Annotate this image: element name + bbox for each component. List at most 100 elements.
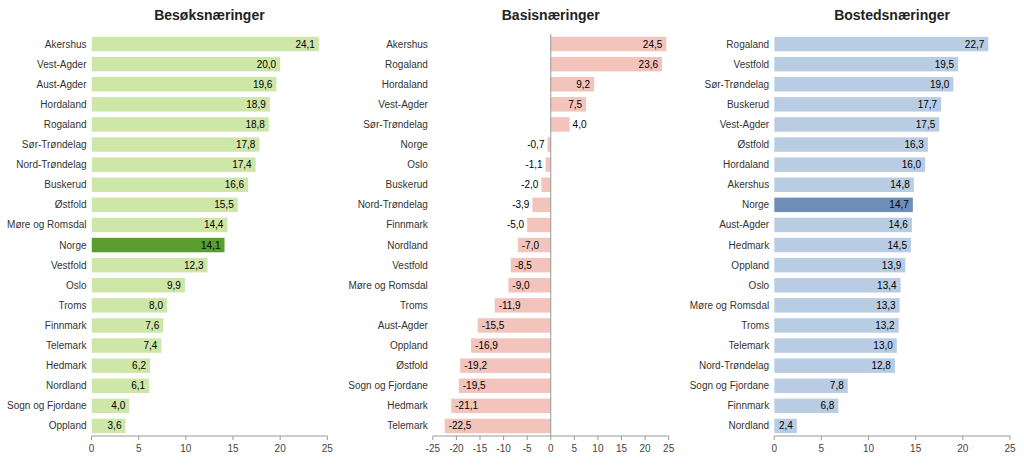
bar (92, 379, 150, 393)
x-tick-label: 5 (572, 443, 578, 454)
x-tick (527, 436, 528, 440)
data-label: 14,1 (201, 240, 221, 251)
data-label: -9,0 (512, 280, 530, 291)
bar (92, 117, 269, 131)
bar (92, 77, 277, 91)
bar (774, 358, 895, 372)
bar (511, 258, 551, 272)
data-label: 16,3 (904, 139, 924, 150)
x-tick (868, 436, 869, 440)
category-label: Møre og Romsdal (348, 280, 427, 291)
category-label: Hordaland (40, 99, 86, 110)
bar (774, 57, 958, 71)
data-label: -19,2 (464, 360, 487, 371)
x-tick-label: -25 (426, 443, 441, 454)
zero-line (550, 34, 551, 436)
data-label: 17,4 (232, 159, 252, 170)
data-label: -5,0 (507, 219, 525, 230)
x-tick (185, 436, 186, 440)
panel: Akershus Vest-Agder Aust-Agder Hordaland Rog… (7, 7, 333, 454)
data-label: 14,6 (888, 219, 908, 230)
x-tick-label: -20 (449, 443, 464, 454)
category-label: Akershus (386, 39, 428, 50)
category-label: Aust-Agder (378, 320, 429, 331)
category-label: Akershus (45, 39, 87, 50)
category-label: Aust-Agder (36, 79, 87, 90)
bar (92, 198, 238, 212)
x-tick (480, 436, 481, 440)
panel: AkershusRogalandHordalandVest-AgderSør-T… (348, 7, 674, 454)
category-label: Aust-Agder (719, 219, 770, 230)
data-label: 24,1 (295, 39, 315, 50)
bars (445, 37, 667, 433)
x-tick-label: 25 (322, 443, 334, 454)
x-axis (774, 436, 1010, 437)
category-label: Sør-Trøndelag (363, 119, 428, 130)
data-label: -3,9 (512, 199, 530, 210)
x-tick-label: 25 (1004, 443, 1016, 454)
bar (774, 399, 838, 413)
category-label: Hordaland (382, 79, 428, 90)
category-label: Nordland (387, 240, 428, 251)
data-label: 13,4 (877, 280, 897, 291)
x-tick (91, 436, 92, 440)
data-label: 17,7 (918, 99, 938, 110)
bar (92, 298, 167, 312)
category-label: Finnmark (727, 400, 770, 411)
x-tick-label: 20 (640, 443, 652, 454)
data-label: -1,1 (525, 159, 543, 170)
x-tick-label: -15 (473, 443, 488, 454)
title: Besøksnæringer (154, 7, 265, 23)
data-label: 14,4 (204, 219, 224, 230)
x-tick (962, 436, 963, 440)
bar (92, 57, 281, 71)
category-label: Møre og Romsdal (7, 219, 86, 230)
data-label: 6,8 (820, 400, 834, 411)
x-tick (821, 436, 822, 440)
bar (532, 198, 550, 212)
bars (774, 37, 988, 433)
data-label: 7,8 (830, 380, 844, 391)
category-label: Telemark (387, 420, 429, 431)
data-label: 13,0 (873, 340, 893, 351)
data-label: -8,5 (515, 260, 533, 271)
bar (551, 77, 594, 91)
bar (774, 298, 899, 312)
bar (92, 178, 249, 192)
category-label: Vest-Agder (37, 59, 87, 70)
data-label: 14,7 (889, 199, 909, 210)
category-label: Sogn og Fjordane (348, 380, 428, 391)
bar (92, 137, 260, 151)
data-label: 4,0 (111, 400, 125, 411)
x-tick-label: 20 (275, 443, 287, 454)
bar (774, 178, 914, 192)
data-label: -11,9 (499, 300, 521, 311)
bar (92, 218, 228, 232)
category-label: Rogaland (44, 119, 87, 130)
category-label: Sør-Trøndelag (705, 79, 770, 90)
bar (92, 37, 319, 51)
data-label: 7,6 (145, 320, 159, 331)
bar (774, 198, 913, 212)
chart-root: Akershus Vest-Agder Aust-Agder Hordaland Rog… (0, 0, 1024, 466)
bars (92, 37, 319, 433)
category-label: Nord-Trøndelag (699, 360, 769, 371)
data-label: 19,5 (935, 59, 955, 70)
bar (774, 338, 897, 352)
category-label: Oppland (390, 340, 428, 351)
x-tick-label: 5 (136, 443, 142, 454)
category-label: Hordaland (723, 159, 769, 170)
data-label: -16,9 (475, 340, 498, 351)
x-tick (327, 436, 328, 440)
bar (527, 218, 551, 232)
category-label: Sogn og Fjordane (7, 400, 87, 411)
bar (459, 379, 551, 393)
x-tick-label: 5 (819, 443, 825, 454)
data-label: 4,0 (573, 119, 587, 130)
x-tick (432, 436, 433, 440)
data-label: 15,5 (214, 199, 234, 210)
x-tick (233, 436, 234, 440)
data-label: 2,4 (779, 420, 793, 431)
bar (451, 399, 551, 413)
category-label: Vest-Agder (378, 99, 428, 110)
